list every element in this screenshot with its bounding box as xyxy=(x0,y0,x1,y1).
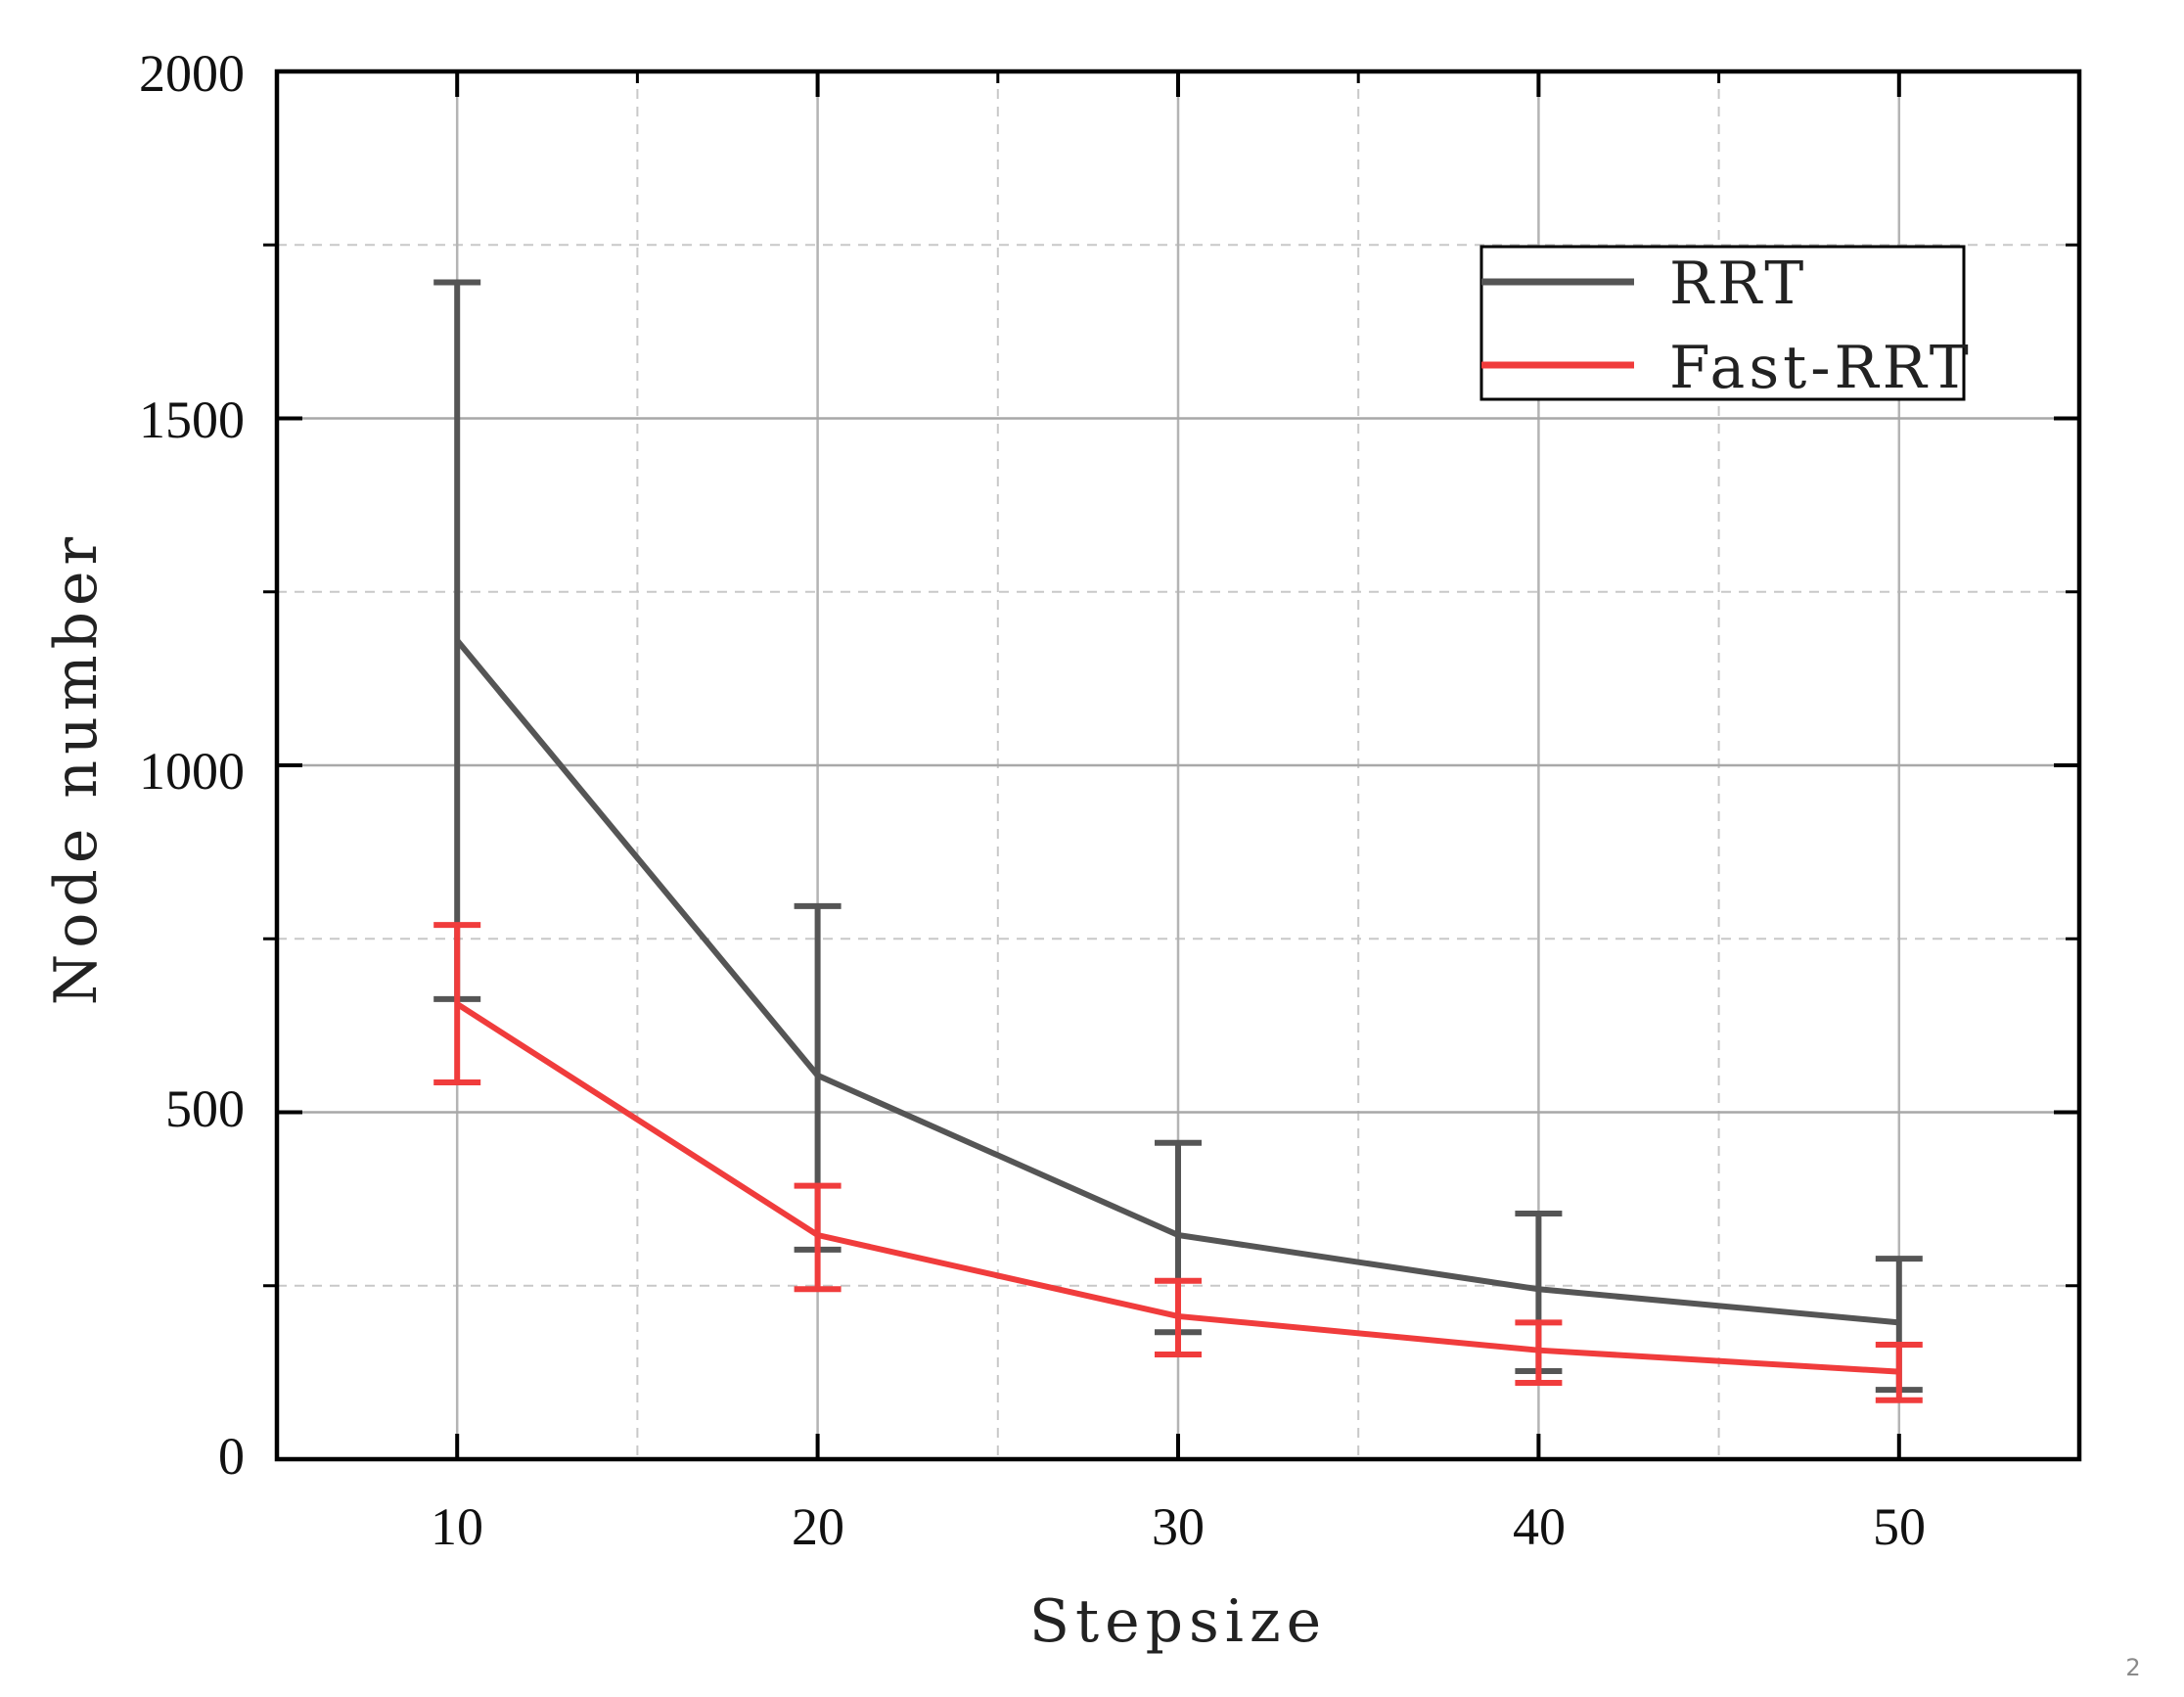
y-axis-title: Node number xyxy=(42,531,111,1005)
legend: RRT Fast-RRT xyxy=(1479,245,1973,402)
y-tick-label-2000: 2000 xyxy=(139,44,245,103)
x-axis-tick-labels: 10 20 30 40 50 xyxy=(431,1497,1926,1556)
y-axis-tick-labels: 0 500 1000 1500 2000 xyxy=(139,44,245,1486)
legend-box xyxy=(1479,245,1966,401)
series-rrt xyxy=(433,279,1923,1394)
x-tick-label-50: 50 xyxy=(1873,1497,1926,1556)
data-series xyxy=(433,279,1923,1403)
x-axis-title: Stepsize xyxy=(1029,1587,1327,1656)
y-tick-label-500: 500 xyxy=(165,1079,245,1138)
y-tick-label-1500: 1500 xyxy=(139,390,245,449)
legend-label-fast-rrt: Fast-RRT xyxy=(1669,334,1973,402)
y-tick-label-1000: 1000 xyxy=(139,742,245,801)
plot-frame xyxy=(263,69,2082,1462)
series-line xyxy=(455,1001,1899,1375)
x-tick-label-30: 30 xyxy=(1152,1497,1205,1556)
series-line xyxy=(454,638,1900,1326)
y-tick-label-0: 0 xyxy=(218,1427,245,1486)
x-tick-label-20: 20 xyxy=(792,1497,844,1556)
series-fast-rrt xyxy=(433,922,1923,1403)
page-number: 2 xyxy=(2125,1654,2140,1681)
x-tick-label-10: 10 xyxy=(431,1497,483,1556)
legend-label-rrt: RRT xyxy=(1669,250,1807,318)
x-tick-label-40: 40 xyxy=(1513,1497,1566,1556)
